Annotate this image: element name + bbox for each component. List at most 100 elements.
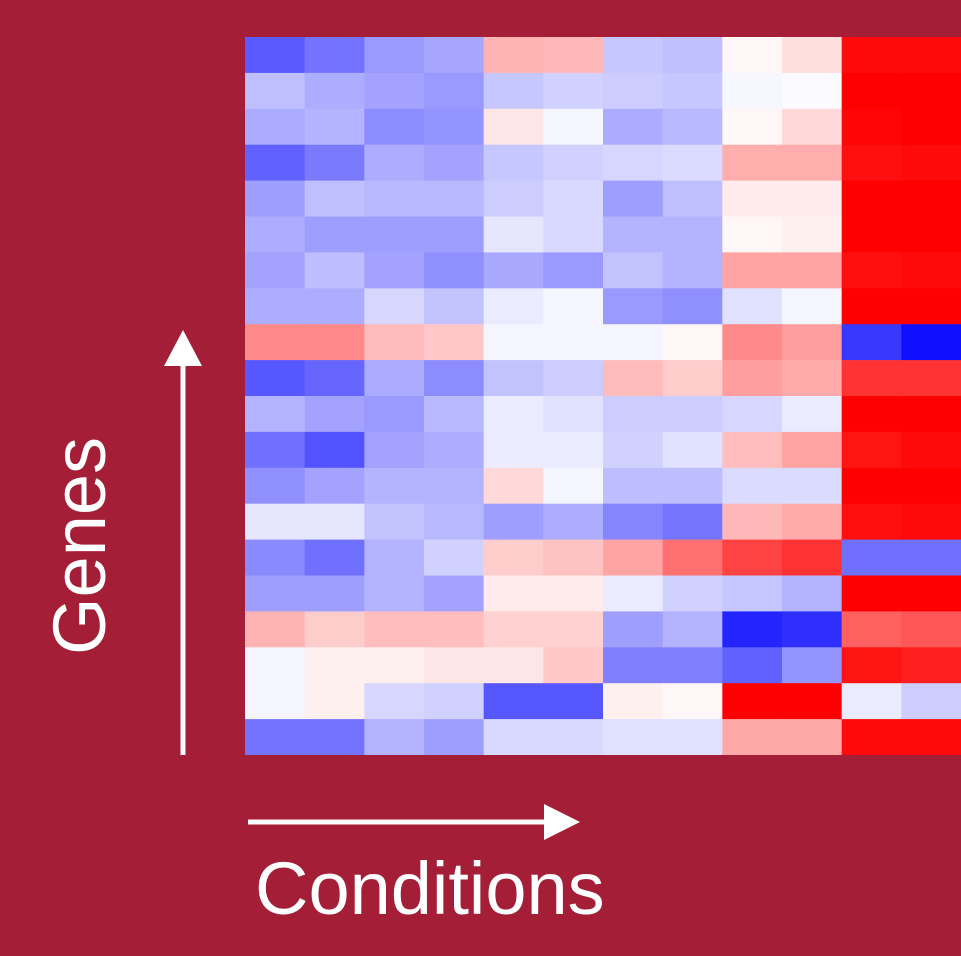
heatmap-cell bbox=[662, 180, 723, 218]
heatmap-cell bbox=[245, 108, 306, 146]
heatmap-cell bbox=[901, 503, 961, 541]
heatmap-cell bbox=[304, 108, 365, 146]
heatmap-cell bbox=[722, 144, 783, 182]
heatmap-cell bbox=[424, 503, 485, 541]
heatmap-cell bbox=[901, 72, 961, 110]
heatmap-cell bbox=[722, 252, 783, 289]
heatmap-cell bbox=[662, 360, 723, 397]
heatmap-cell bbox=[304, 396, 365, 433]
heatmap-cell bbox=[304, 216, 365, 253]
heatmap-cell bbox=[424, 252, 485, 289]
heatmap-cell bbox=[782, 396, 843, 433]
heatmap-cell bbox=[722, 539, 783, 577]
heatmap-cell bbox=[364, 216, 425, 253]
heatmap-cell bbox=[304, 503, 365, 541]
heatmap-cell bbox=[901, 575, 961, 612]
heatmap-cell bbox=[304, 288, 365, 325]
x-axis-label: Conditions bbox=[255, 847, 605, 930]
heatmap-cell bbox=[364, 144, 425, 182]
heatmap-cell bbox=[245, 37, 306, 74]
heatmap-cell bbox=[483, 719, 544, 755]
heatmap-cell bbox=[543, 467, 604, 505]
heatmap-cell bbox=[841, 503, 902, 541]
heatmap-cell bbox=[782, 360, 843, 397]
heatmap-cell bbox=[722, 611, 783, 648]
heatmap-cell bbox=[603, 288, 664, 325]
heatmap-cell bbox=[304, 324, 365, 361]
heatmap-cell bbox=[603, 611, 664, 648]
heatmap-cell bbox=[364, 37, 425, 74]
heatmap-cell bbox=[662, 431, 723, 469]
heatmap-cell bbox=[603, 647, 664, 684]
heatmap-cell bbox=[841, 539, 902, 577]
heatmap-cell bbox=[722, 216, 783, 253]
heatmap-cell bbox=[901, 252, 961, 289]
heatmap-cell bbox=[722, 683, 783, 720]
heatmap-cell bbox=[722, 396, 783, 433]
heatmap-cell bbox=[662, 539, 723, 577]
heatmap-cell bbox=[543, 108, 604, 146]
heatmap-cell bbox=[483, 216, 544, 253]
heatmap-cell bbox=[364, 108, 425, 146]
heatmap-cell bbox=[543, 719, 604, 755]
heatmap-cell bbox=[483, 503, 544, 541]
heatmap-cell bbox=[841, 252, 902, 289]
heatmap-cell bbox=[603, 144, 664, 182]
heatmap-cell bbox=[782, 180, 843, 218]
heatmap-cell bbox=[364, 288, 425, 325]
heatmap-cell bbox=[603, 360, 664, 397]
heatmap-cell bbox=[901, 144, 961, 182]
heatmap-cell bbox=[841, 180, 902, 218]
heatmap-cell bbox=[662, 396, 723, 433]
heatmap-cell bbox=[662, 144, 723, 182]
heatmap-cell bbox=[722, 467, 783, 505]
heatmap-cell bbox=[782, 539, 843, 577]
heatmap-cell bbox=[722, 503, 783, 541]
heatmap-cell bbox=[901, 719, 961, 755]
heatmap-cell bbox=[782, 431, 843, 469]
heatmap-cell bbox=[245, 324, 306, 361]
heatmap-cell bbox=[364, 396, 425, 433]
heatmap-cell bbox=[782, 575, 843, 612]
heatmap-cell bbox=[245, 611, 306, 648]
heatmap bbox=[245, 37, 961, 755]
heatmap-cell bbox=[304, 719, 365, 755]
heatmap-cell bbox=[722, 575, 783, 612]
heatmap-cell bbox=[901, 539, 961, 577]
heatmap-cell bbox=[722, 72, 783, 110]
heatmap-cell bbox=[782, 108, 843, 146]
heatmap-cell bbox=[782, 503, 843, 541]
heatmap-cell bbox=[841, 216, 902, 253]
heatmap-cell bbox=[901, 37, 961, 74]
heatmap-cell bbox=[483, 37, 544, 74]
heatmap-cell bbox=[841, 288, 902, 325]
heatmap-cell bbox=[662, 467, 723, 505]
heatmap-cell bbox=[841, 647, 902, 684]
heatmap-cell bbox=[782, 37, 843, 74]
heatmap-cell bbox=[782, 72, 843, 110]
heatmap-cell bbox=[841, 37, 902, 74]
heatmap-cell bbox=[304, 252, 365, 289]
heatmap-cell bbox=[483, 467, 544, 505]
heatmap-cell bbox=[424, 72, 485, 110]
heatmap-cell bbox=[662, 647, 723, 684]
heatmap-cell bbox=[722, 288, 783, 325]
heatmap-cell bbox=[782, 719, 843, 755]
heatmap-cell bbox=[304, 647, 365, 684]
heatmap-cell bbox=[782, 467, 843, 505]
heatmap-cell bbox=[603, 180, 664, 218]
heatmap-cell bbox=[424, 539, 485, 577]
heatmap-cell bbox=[483, 683, 544, 720]
heatmap-cell bbox=[424, 647, 485, 684]
heatmap-cell bbox=[483, 575, 544, 612]
heatmap-cell bbox=[245, 72, 306, 110]
heatmap-cell bbox=[841, 144, 902, 182]
heatmap-cell bbox=[304, 37, 365, 74]
heatmap-cell bbox=[483, 396, 544, 433]
heatmap-cell bbox=[901, 288, 961, 325]
heatmap-cell bbox=[841, 396, 902, 433]
heatmap-cell bbox=[782, 683, 843, 720]
heatmap-cell bbox=[603, 252, 664, 289]
heatmap-cell bbox=[304, 611, 365, 648]
heatmap-cell bbox=[543, 37, 604, 74]
